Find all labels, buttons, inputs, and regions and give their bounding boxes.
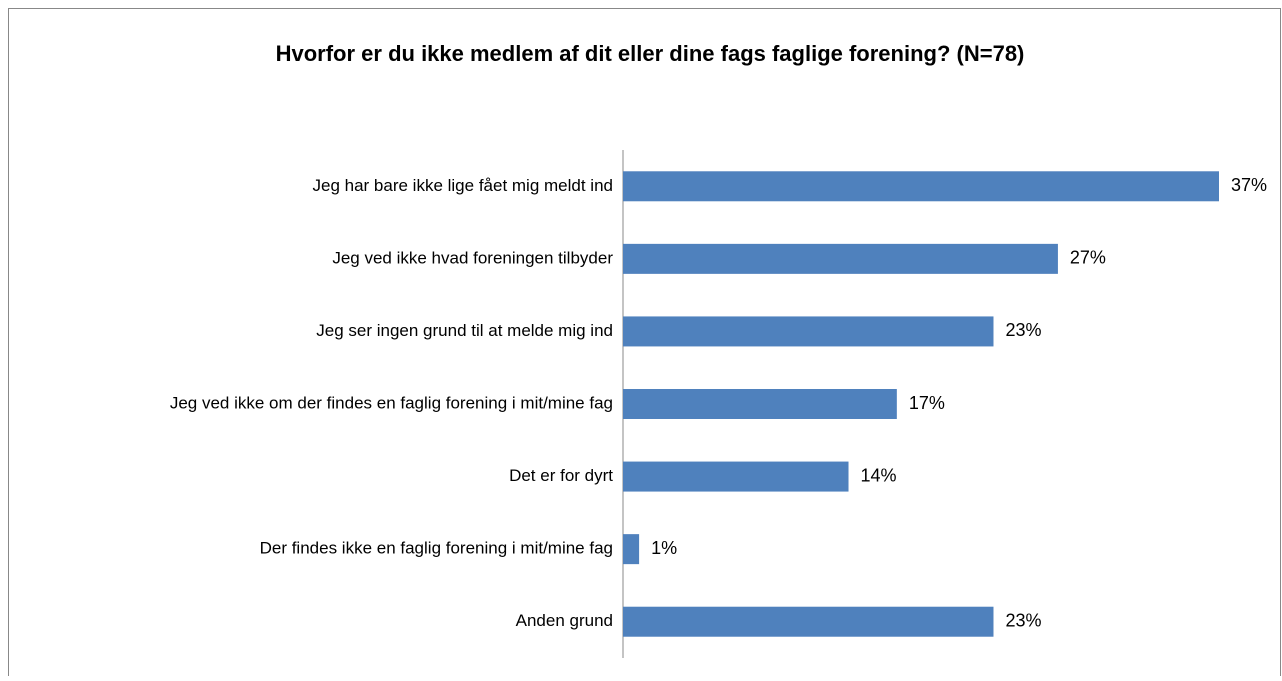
bar xyxy=(623,316,994,347)
bar xyxy=(623,243,1058,274)
data-label: 23% xyxy=(1005,610,1041,630)
bar xyxy=(623,171,1219,202)
data-label: 1% xyxy=(651,538,677,558)
category-label: Jeg ved ikke om der findes en faglig for… xyxy=(170,393,613,412)
category-label: Jeg ved ikke hvad foreningen tilbyder xyxy=(332,248,613,267)
bar xyxy=(623,606,994,637)
category-label: Der findes ikke en faglig forening i mit… xyxy=(260,539,613,558)
bar xyxy=(623,534,640,565)
data-label: 37% xyxy=(1231,175,1267,195)
chart-frame xyxy=(8,8,1281,681)
data-label: 27% xyxy=(1070,248,1106,268)
category-label: Anden grund xyxy=(516,611,613,630)
category-label: Jeg ser ingen grund til at melde mig ind xyxy=(316,321,613,340)
bar xyxy=(623,461,849,492)
category-label: Jeg har bare ikke lige fået mig meldt in… xyxy=(313,176,614,195)
data-label: 14% xyxy=(861,465,897,485)
category-label: Det er for dyrt xyxy=(509,466,613,485)
data-label: 17% xyxy=(909,393,945,413)
data-label: 23% xyxy=(1005,320,1041,340)
chart-title: Hvorfor er du ikke medlem af dit eller d… xyxy=(276,41,1025,66)
bar xyxy=(623,389,897,419)
